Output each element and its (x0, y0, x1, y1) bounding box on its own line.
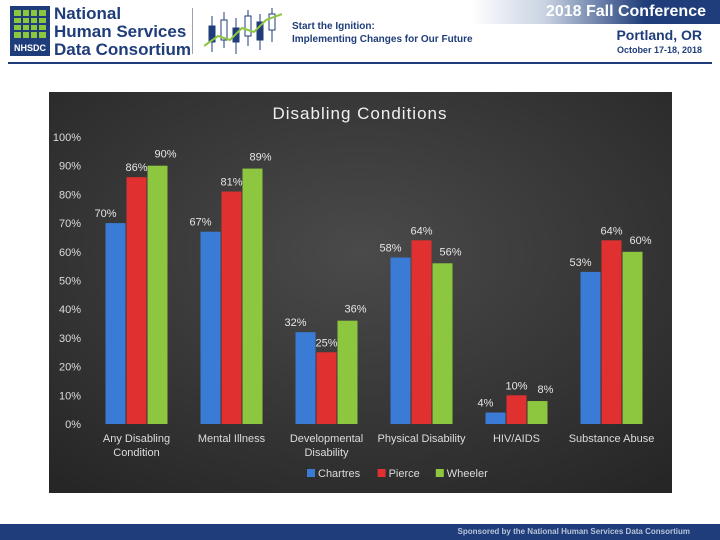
legend-swatch-pierce (377, 469, 386, 477)
disabling-conditions-chart: Disabling Conditions 0% 10% 20% 30% 40% 50% 60%… (49, 92, 672, 493)
bar-chartres (390, 257, 411, 424)
data-label: 58% (379, 243, 401, 255)
data-label: 8% (538, 384, 554, 396)
legend-swatch-chartres (307, 469, 315, 477)
y-tick-label: 60% (59, 247, 81, 259)
bar-chartres (200, 231, 221, 424)
data-label: 10% (505, 380, 527, 392)
tagline-line-1: Start the Ignition: (292, 21, 375, 32)
data-label: 56% (439, 246, 461, 258)
chart-title: Disabling Conditions (273, 104, 448, 123)
ignition-chart-icon (204, 8, 282, 54)
legend-label-wheeler: Wheeler (447, 468, 488, 480)
bar-chartres (295, 332, 316, 424)
y-tick-label: 100% (53, 132, 81, 144)
x-category-label: Any Disabling Condition (103, 433, 170, 459)
y-tick-label: 10% (59, 390, 81, 402)
bar-pierce (316, 352, 337, 424)
data-label: 4% (478, 398, 494, 410)
conference-tagline: Start the Ignition: Implementing Changes… (292, 20, 473, 46)
chart-svg: Disabling Conditions 0% 10% 20% 30% 40% 50% 60%… (49, 92, 672, 493)
x-category-label: Developmental Disability (290, 433, 363, 459)
header-rule (8, 62, 712, 64)
bar-chartres (105, 223, 126, 424)
data-label: 90% (154, 149, 176, 161)
legend-swatch-wheeler (435, 469, 444, 477)
bar-wheeler (432, 263, 453, 424)
conference-title: 2018 Fall Conference (545, 3, 706, 20)
nhsdc-logo-icon: NHSDC (10, 6, 50, 56)
tagline-line-2: Implementing Changes for Our Future (292, 34, 473, 45)
legend-label-pierce: Pierce (389, 468, 420, 480)
bar-wheeler (527, 401, 548, 424)
y-tick-label: 20% (59, 362, 81, 374)
y-tick-label: 70% (59, 218, 81, 230)
legend-label-chartres: Chartres (318, 468, 361, 480)
sponsor-footer: Sponsored by the National Human Services… (0, 524, 720, 540)
y-tick-label: 40% (59, 304, 81, 316)
data-label: 64% (410, 225, 432, 237)
x-category-label: Substance Abuse (569, 433, 655, 445)
conference-title-band: 2018 Fall Conference (470, 0, 720, 24)
conference-city: Portland, OR (616, 27, 702, 43)
x-category-label: HIV/AIDS (493, 433, 540, 445)
bar-wheeler (147, 165, 168, 424)
header-divider (192, 8, 193, 54)
data-label: 64% (600, 225, 622, 237)
y-tick-label: 30% (59, 333, 81, 345)
data-label: 67% (189, 217, 211, 229)
data-label: 60% (629, 235, 651, 247)
bar-chartres (580, 271, 601, 424)
bar-pierce (411, 240, 432, 424)
data-label: 53% (569, 257, 591, 269)
y-tick-label: 90% (59, 161, 81, 173)
logo-abbrev: NHSDC (14, 43, 47, 53)
data-label: 36% (344, 304, 366, 316)
org-name-line-3: Data Consortium (54, 40, 191, 59)
organization-name: National Human Services Data Consortium (54, 5, 191, 59)
bar-pierce (221, 191, 242, 424)
data-label: 86% (125, 162, 147, 174)
bar-chartres (485, 412, 506, 424)
org-name-line-1: National (54, 4, 122, 23)
bar-wheeler (622, 251, 643, 424)
data-label: 81% (220, 177, 242, 189)
conference-header: NHSDC National Human Services Data Conso… (0, 0, 720, 64)
sponsor-text: Sponsored by the National Human Services… (457, 527, 691, 536)
data-label: 32% (284, 317, 306, 329)
data-label: 70% (94, 208, 116, 220)
bar-pierce (506, 395, 527, 424)
conference-dates: October 17-18, 2018 (616, 45, 702, 55)
bar-wheeler (242, 168, 263, 424)
data-label: 25% (315, 337, 337, 349)
y-tick-label: 80% (59, 189, 81, 201)
y-tick-label: 0% (65, 419, 81, 431)
bar-pierce (601, 240, 622, 424)
x-category-label: Mental Illness (198, 433, 266, 445)
bar-wheeler (337, 320, 358, 424)
bar-pierce (126, 177, 147, 424)
data-label: 89% (249, 152, 271, 164)
y-tick-label: 50% (59, 276, 81, 288)
x-category-label: Physical Disability (377, 433, 466, 445)
org-name-line-2: Human Services (54, 22, 187, 41)
